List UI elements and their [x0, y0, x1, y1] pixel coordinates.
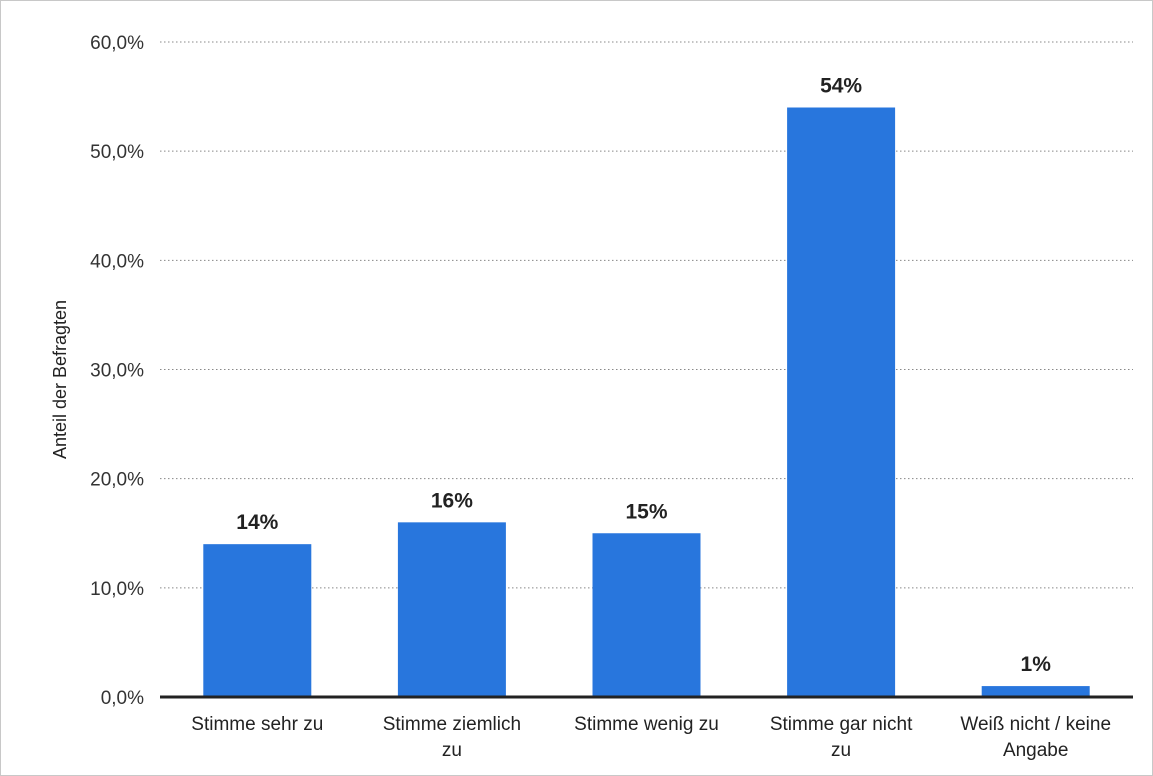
bars	[203, 107, 1090, 697]
x-category-label-line: Stimme ziemlich	[383, 714, 521, 735]
y-tick-label: 0,0%	[101, 688, 144, 709]
y-tick-label: 50,0%	[90, 142, 144, 163]
y-tick-label: 40,0%	[90, 251, 144, 272]
x-category-label-line: Angabe	[1003, 740, 1069, 761]
x-category-label-line: Stimme sehr zu	[191, 714, 323, 735]
bar-value-label: 54%	[820, 75, 862, 98]
y-tick-label: 20,0%	[90, 470, 144, 491]
x-category-label: Stimme gar nicht zu	[770, 714, 913, 761]
bar	[981, 686, 1090, 697]
bar-value-label: 16%	[431, 489, 473, 512]
bar	[203, 544, 312, 697]
x-category-label: Stimme sehr zu	[191, 714, 323, 735]
x-category-label-line: zu	[442, 740, 462, 761]
bar	[787, 107, 896, 697]
x-axis-categories: Stimme sehr zu Stimme ziemlich zu Stimme we…	[191, 714, 1111, 761]
x-category-label-line: zu	[831, 740, 851, 761]
data-labels: 14% 16% 15% 54% 1%	[236, 75, 1051, 677]
bar-value-label: 1%	[1021, 653, 1052, 676]
x-category-label-line: Stimme gar nicht	[770, 714, 913, 735]
bar-value-label: 15%	[625, 500, 667, 523]
y-tick-label: 60,0%	[90, 33, 144, 54]
y-tick-label: 10,0%	[90, 579, 144, 600]
x-category-label: Stimme ziemlich zu	[383, 714, 521, 761]
bar-value-label: 14%	[236, 511, 278, 534]
y-axis-ticks: 0,0% 10,0% 20,0% 30,0% 40,0% 50,0% 60,0%	[90, 33, 144, 709]
bar	[397, 522, 506, 697]
bar	[592, 533, 701, 697]
y-tick-label: 30,0%	[90, 361, 144, 382]
y-axis-label: Anteil der Befragten	[50, 300, 70, 459]
x-category-label-line: Stimme wenig zu	[574, 714, 719, 735]
x-category-label-line: Weiß nicht / keine	[960, 714, 1111, 735]
x-category-label: Weiß nicht / keine Angabe	[960, 714, 1111, 761]
x-category-label: Stimme wenig zu	[574, 714, 719, 735]
